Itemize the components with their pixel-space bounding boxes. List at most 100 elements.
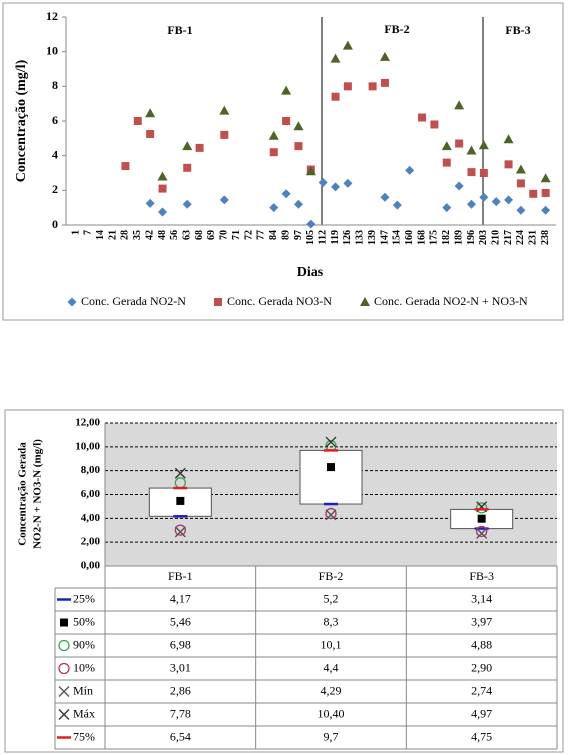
box bbox=[299, 449, 363, 505]
y-axis-label: NO2-N + NO3-N (mg/l) bbox=[32, 439, 44, 549]
data-point bbox=[478, 140, 489, 150]
data-point bbox=[325, 507, 337, 520]
data-point bbox=[293, 121, 304, 131]
data-point bbox=[455, 139, 464, 148]
chart-frame bbox=[2, 2, 564, 321]
table-value: 4,29 bbox=[321, 683, 342, 697]
box bbox=[148, 487, 212, 517]
data-point bbox=[441, 141, 452, 151]
data-point bbox=[281, 189, 291, 199]
table-value: 5,46 bbox=[170, 614, 191, 628]
data-point bbox=[325, 436, 337, 448]
x-tick-label: 68 bbox=[194, 230, 205, 240]
data-point bbox=[268, 130, 279, 140]
data-point bbox=[342, 40, 353, 50]
x-tick-label: 189 bbox=[453, 230, 464, 245]
table-value: 4,75 bbox=[471, 729, 492, 743]
x-tick-label: 139 bbox=[367, 230, 378, 245]
legend-marker bbox=[360, 297, 370, 306]
annotation: FB-3 bbox=[505, 23, 530, 37]
x-tick-label: 71 bbox=[231, 230, 242, 240]
data-point bbox=[145, 198, 155, 208]
y-tick-label: 6 bbox=[52, 113, 58, 127]
x-tick-label: 133 bbox=[355, 230, 366, 245]
x-tick-label: 77 bbox=[256, 230, 267, 240]
data-point bbox=[479, 169, 488, 177]
y-tick-label: 10 bbox=[46, 43, 58, 57]
table-value: 2,90 bbox=[471, 660, 492, 674]
table-value: 2,74 bbox=[471, 683, 492, 697]
data-point bbox=[466, 199, 476, 209]
table-value: 10,40 bbox=[318, 706, 345, 720]
data-point bbox=[183, 163, 192, 172]
table-value: 6,98 bbox=[170, 637, 191, 651]
data-point bbox=[479, 192, 489, 202]
data-point bbox=[133, 117, 142, 125]
data-point bbox=[466, 145, 477, 155]
table-value: 4,97 bbox=[471, 706, 492, 720]
legend-label: 75% bbox=[73, 729, 95, 743]
x-tick-label: 203 bbox=[478, 230, 489, 245]
y-tick-label: 6,00 bbox=[81, 488, 101, 500]
table-value: 3,01 bbox=[170, 660, 191, 674]
legend-marker bbox=[58, 709, 70, 720]
x-tick-label: 119 bbox=[330, 230, 341, 244]
x-tick-label: 7 bbox=[83, 230, 94, 235]
data-point bbox=[157, 171, 168, 181]
legend-label: 25% bbox=[73, 591, 95, 605]
legend-label: 10% bbox=[73, 660, 95, 674]
legend-label: 90% bbox=[73, 637, 95, 651]
x-tick-label: 69 bbox=[206, 230, 217, 240]
data-point bbox=[294, 142, 303, 151]
y-tick-label: 0,00 bbox=[81, 560, 101, 572]
data-point bbox=[476, 527, 488, 539]
data-point bbox=[305, 166, 316, 176]
data-point bbox=[504, 160, 513, 169]
data-point bbox=[368, 82, 377, 91]
x-tick-label: 126 bbox=[342, 230, 353, 245]
x-tick-label: 160 bbox=[404, 230, 415, 245]
x-tick-label: 217 bbox=[503, 230, 514, 245]
table-value: 3,14 bbox=[471, 591, 492, 605]
x-tick-label: 72 bbox=[243, 230, 254, 240]
data-point bbox=[503, 134, 514, 144]
data-point bbox=[182, 141, 193, 151]
data-point bbox=[405, 165, 415, 175]
y-tick-label: 4,00 bbox=[81, 512, 101, 524]
data-point bbox=[306, 219, 316, 229]
table-value: 3,97 bbox=[471, 614, 492, 628]
data-point bbox=[121, 162, 130, 171]
data-point bbox=[174, 467, 186, 479]
x-tick-label: 168 bbox=[416, 230, 427, 245]
table-value: 6,54 bbox=[170, 729, 191, 743]
x-tick-label: 112 bbox=[317, 230, 328, 244]
x-tick-label: 14 bbox=[95, 230, 106, 240]
data-point bbox=[269, 203, 279, 213]
legend-label: Conc. Gerada NO2-N bbox=[81, 294, 186, 308]
x-tick-label: 63 bbox=[182, 230, 193, 240]
data-point bbox=[516, 179, 525, 188]
legend-marker bbox=[214, 298, 222, 306]
annotation: FB-2 bbox=[384, 22, 409, 36]
data-point bbox=[174, 524, 186, 536]
data-point bbox=[318, 178, 328, 188]
x-tick-label: 1 bbox=[70, 230, 81, 235]
data-point bbox=[476, 525, 488, 538]
data-point bbox=[158, 184, 167, 193]
y-axis-label: Concentração (mg/l) bbox=[14, 59, 29, 182]
y-tick-label: 2 bbox=[52, 182, 58, 196]
x-tick-label: 196 bbox=[466, 230, 477, 245]
data-point bbox=[491, 197, 501, 207]
table-value: 5,2 bbox=[324, 591, 339, 605]
data-point bbox=[281, 85, 292, 95]
column-header: FB-1 bbox=[168, 569, 193, 583]
y-tick-label: 8,00 bbox=[81, 464, 101, 476]
data-point bbox=[219, 195, 229, 205]
data-point bbox=[195, 143, 204, 152]
x-tick-label: 35 bbox=[132, 230, 143, 240]
legend-marker bbox=[58, 639, 70, 652]
x-tick-label: 175 bbox=[429, 230, 440, 245]
x-tick-label: 238 bbox=[540, 230, 551, 245]
x-tick-label: 182 bbox=[441, 230, 452, 245]
